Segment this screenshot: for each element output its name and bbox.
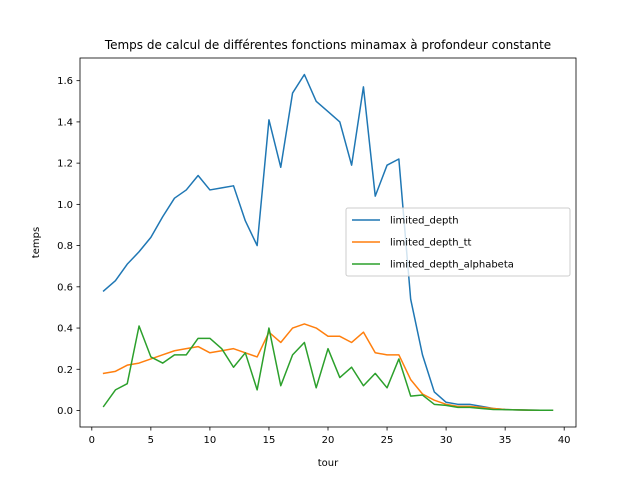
x-axis-label: tour (318, 458, 339, 469)
legend-label-limited_depth_tt: limited_depth_tt (390, 238, 472, 249)
y-tick-label: 0.2 (57, 365, 73, 376)
y-tick-label: 1.0 (57, 200, 73, 211)
x-tick-label: 10 (204, 435, 217, 446)
x-tick-label: 15 (263, 435, 276, 446)
x-tick-label: 25 (381, 435, 394, 446)
y-tick-label: 1.2 (57, 159, 73, 170)
legend-box (345, 207, 571, 277)
y-tick-label: 0.6 (57, 282, 73, 293)
chart-title: Temps de calcul de différentes fonctions… (104, 38, 551, 52)
plot-area: 0 5 10 15 20 25 30 35 40 0.0 0.2 0.4 0.6 0.8 1.0 1.2 1.4… (57, 57, 577, 446)
y-axis-label: temps (31, 227, 42, 258)
x-tick-label: 0 (89, 435, 95, 446)
y-tick-label: 1.4 (57, 117, 73, 128)
y-tick-label: 0.8 (57, 241, 73, 252)
x-tick-label: 40 (558, 435, 571, 446)
y-tick-label: 1.6 (57, 76, 73, 87)
y-tick-label: 0.0 (57, 406, 73, 417)
legend-label-limited_depth_alphabeta: limited_depth_alphabeta (390, 260, 514, 271)
x-tick-label: 20 (322, 435, 335, 446)
series-line-limited_depth_alphabeta (102, 325, 554, 412)
legend-label-limited_depth: limited_depth (390, 216, 459, 227)
x-tick-label: 5 (148, 435, 154, 446)
legend: limited_depth limited_depth_tt limited_dep… (345, 207, 571, 277)
x-tick-label: 30 (440, 435, 453, 446)
x-tick-label: 35 (499, 435, 512, 446)
y-tick-label: 0.4 (57, 324, 73, 335)
series-line-limited_depth_tt (102, 323, 554, 412)
series-line-limited_depth (102, 73, 554, 412)
